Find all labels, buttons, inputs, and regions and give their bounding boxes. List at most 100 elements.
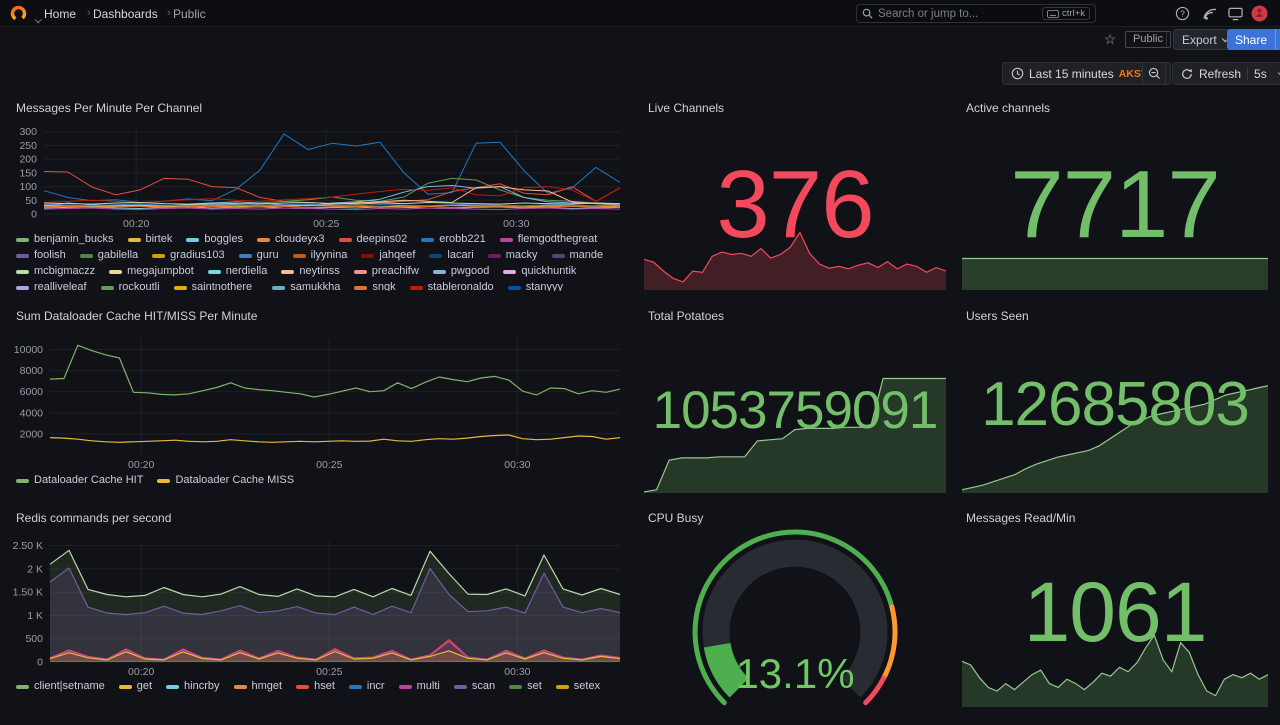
panel-title[interactable]: Total Potatoes: [648, 309, 725, 323]
legend-item[interactable]: hincrby: [166, 681, 220, 692]
legend-item[interactable]: stableronaldo: [409, 281, 494, 292]
panel-title[interactable]: Live Channels: [648, 101, 725, 115]
legend-swatch-icon: [152, 253, 166, 258]
y-tick-label: 1.50 K: [13, 587, 43, 599]
legend-item[interactable]: macky: [487, 250, 538, 261]
legend-swatch-icon: [238, 253, 252, 258]
legend-label: stableronaldo: [427, 281, 494, 292]
legend-item[interactable]: benjamin_bucks: [16, 234, 114, 245]
sparkline-line: [643, 231, 947, 283]
legend-item[interactable]: gabilella: [79, 250, 138, 261]
legend-label: set: [527, 681, 542, 692]
breadcrumb-home[interactable]: Home: [44, 7, 77, 21]
legend-item[interactable]: mcbigmaczz: [16, 266, 95, 277]
legend-item[interactable]: set: [509, 681, 542, 692]
favorite-star-button[interactable]: ☆: [1101, 30, 1119, 48]
monitor-button[interactable]: [1227, 5, 1244, 22]
legend-label: lacari: [447, 249, 474, 261]
panel-title[interactable]: Active channels: [966, 101, 1051, 115]
legend-item[interactable]: gradius103: [152, 250, 225, 261]
panel-title[interactable]: Users Seen: [966, 309, 1029, 323]
legend-item[interactable]: scan: [453, 681, 495, 692]
legend-item[interactable]: hmget: [233, 681, 283, 692]
help-button[interactable]: ?: [1174, 5, 1191, 22]
grafana-logo-icon[interactable]: [10, 5, 27, 22]
panel-title[interactable]: Redis commands per second: [16, 511, 172, 525]
legend-item[interactable]: samukkha: [272, 282, 340, 291]
share-dropdown-toggle[interactable]: [1275, 29, 1280, 50]
panel-title[interactable]: CPU Busy: [648, 511, 704, 525]
legend-item[interactable]: foolish: [16, 250, 66, 261]
y-tick-label: 50: [25, 195, 37, 207]
legend-swatch-icon: [398, 684, 412, 689]
legend-item[interactable]: saintnothere_: [173, 281, 259, 292]
legend-item[interactable]: multi: [398, 681, 440, 692]
legend-item[interactable]: realliveleaf: [16, 282, 87, 291]
legend-item[interactable]: deepins02: [338, 234, 407, 245]
legend-item[interactable]: Dataloader Cache HIT: [16, 475, 143, 486]
breadcrumb-dashboards[interactable]: Dashboards: [93, 7, 158, 21]
legend-item[interactable]: erobb221: [421, 234, 486, 245]
series-line: [43, 203, 621, 207]
legend-label: benjamin_bucks: [34, 234, 114, 245]
legend-item[interactable]: quickhuntik: [503, 266, 576, 277]
legend-item[interactable]: nerdiella: [207, 266, 267, 277]
series-line: [43, 202, 621, 205]
legend-item[interactable]: ilyynina: [292, 250, 347, 261]
legend-item[interactable]: rockoutli: [100, 282, 160, 291]
gauge-arc: [692, 529, 895, 706]
legend-item[interactable]: boggles: [186, 234, 243, 245]
org-switcher-chevron-icon[interactable]: [34, 16, 42, 24]
messages-chart[interactable]: 0 50 100 150 200 250 300 00:20 00:25 00:30: [8, 121, 626, 230]
legend-item[interactable]: Dataloader Cache MISS: [157, 475, 294, 486]
legend-item[interactable]: hset: [296, 681, 335, 692]
legend-item[interactable]: incr: [348, 681, 385, 692]
chart-canvas: 0 500 1 K 1.50 K 2 K 2.50 K 00:20 00:25 00:30: [13, 540, 621, 678]
legend-item[interactable]: megajumpbot: [109, 266, 194, 277]
legend-label: jahqeef: [379, 249, 416, 261]
legend-swatch-icon: [100, 285, 114, 290]
search-input[interactable]: Search or jump to... ctrl+k: [856, 4, 1096, 23]
legend-item[interactable]: guru: [238, 250, 279, 261]
panel-title[interactable]: Sum Dataloader Cache HIT/MISS Per Minute: [16, 309, 258, 323]
legend-item[interactable]: flemgodthegreat: [499, 234, 597, 245]
legend-swatch-icon: [551, 253, 565, 258]
dataloader-chart[interactable]: 2000 4000 6000 8000 10000 00:20 00:25 00:30: [8, 331, 626, 471]
legend-item[interactable]: setex: [555, 681, 600, 692]
y-tick-label: 8000: [20, 365, 44, 377]
panel-title[interactable]: Messages Per Minute Per Channel: [16, 101, 203, 115]
panel-title[interactable]: Messages Read/Min: [966, 511, 1076, 525]
legend-swatch-icon: [79, 253, 93, 258]
public-visibility-tag: Public: [1125, 31, 1171, 48]
time-range-picker[interactable]: Last 15 minutes AKST: [1002, 62, 1172, 85]
user-avatar[interactable]: [1251, 5, 1268, 22]
legend-item[interactable]: birtek: [127, 234, 172, 245]
legend-item[interactable]: mande: [551, 250, 603, 261]
redis-chart[interactable]: 0 500 1 K 1.50 K 2 K 2.50 K 00:20 00:25 00:30: [8, 533, 626, 678]
panel-active-channels: Active channels 7717: [958, 95, 1272, 295]
zoom-out-time-button[interactable]: [1142, 62, 1166, 85]
refresh-controls[interactable]: Refresh 5s: [1172, 62, 1280, 85]
legend-item[interactable]: get: [118, 681, 152, 692]
zoom-out-icon: [1148, 67, 1160, 80]
sparkline-area: [962, 258, 1268, 290]
legend-item[interactable]: jahqeef: [361, 250, 415, 261]
legend-item[interactable]: lacari: [429, 249, 474, 261]
legend-item[interactable]: sngk: [354, 282, 396, 291]
time-range-label: Last 15 minutes: [1029, 66, 1114, 81]
legend-label: saintnothere_: [191, 281, 259, 292]
legend-item[interactable]: preachifw: [353, 266, 419, 277]
share-button[interactable]: Share: [1227, 29, 1280, 50]
x-tick-label: 00:20: [128, 666, 154, 678]
export-button[interactable]: Export: [1173, 29, 1236, 50]
legend-item[interactable]: client|setname: [16, 681, 105, 692]
news-button[interactable]: [1201, 5, 1218, 22]
breadcrumb-public[interactable]: Public: [173, 7, 206, 21]
x-tick-label: 00:20: [128, 459, 154, 471]
legend-item[interactable]: pwgood: [432, 266, 489, 277]
legend-swatch-icon: [292, 253, 306, 258]
legend-item[interactable]: neytinss: [281, 266, 340, 277]
legend-item[interactable]: stanyyy: [507, 282, 563, 291]
legend-label: hmget: [251, 681, 283, 692]
legend-item[interactable]: cloudeyx3: [256, 234, 325, 245]
